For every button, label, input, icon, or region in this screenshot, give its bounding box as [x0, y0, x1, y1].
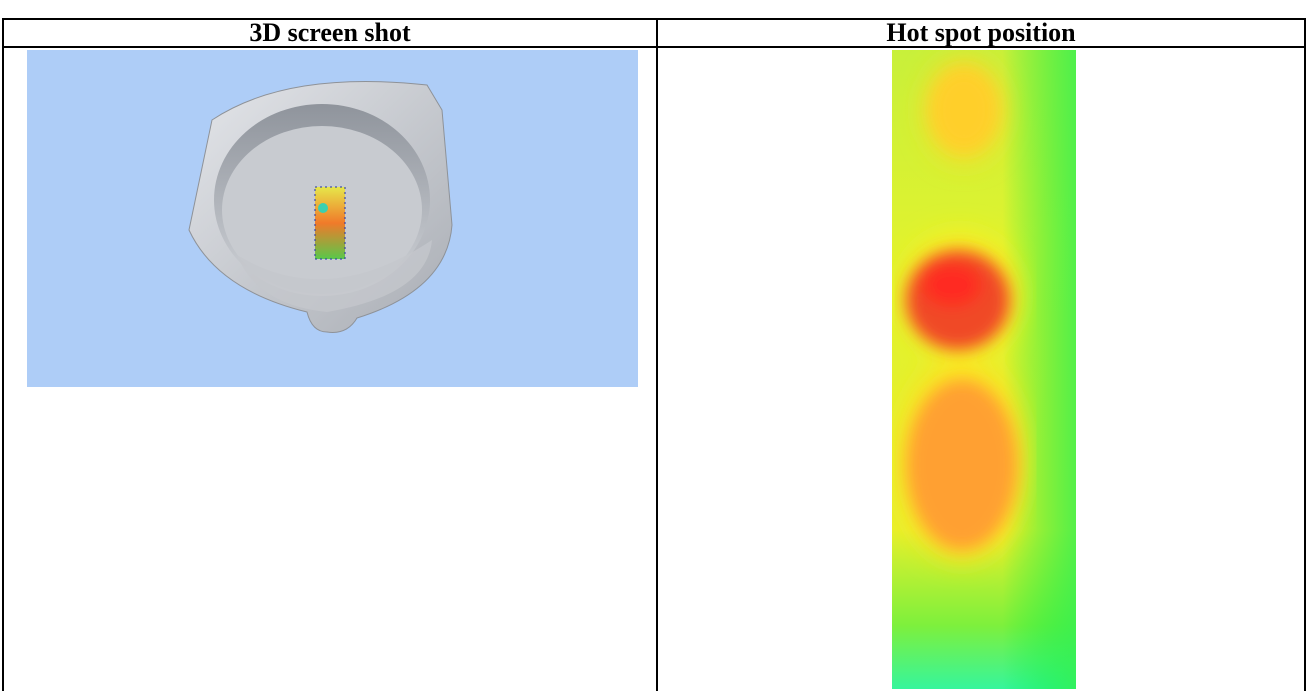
table-border	[2, 18, 4, 691]
table-border	[656, 18, 658, 691]
column-header: 3D screen shot	[4, 18, 656, 48]
table-border	[1304, 18, 1306, 691]
hot-spot-map	[892, 50, 1076, 689]
page: 3D screen shot Hot spot position	[0, 0, 1312, 691]
column-header: Hot spot position	[658, 18, 1304, 48]
screenshot-3d	[27, 50, 638, 387]
